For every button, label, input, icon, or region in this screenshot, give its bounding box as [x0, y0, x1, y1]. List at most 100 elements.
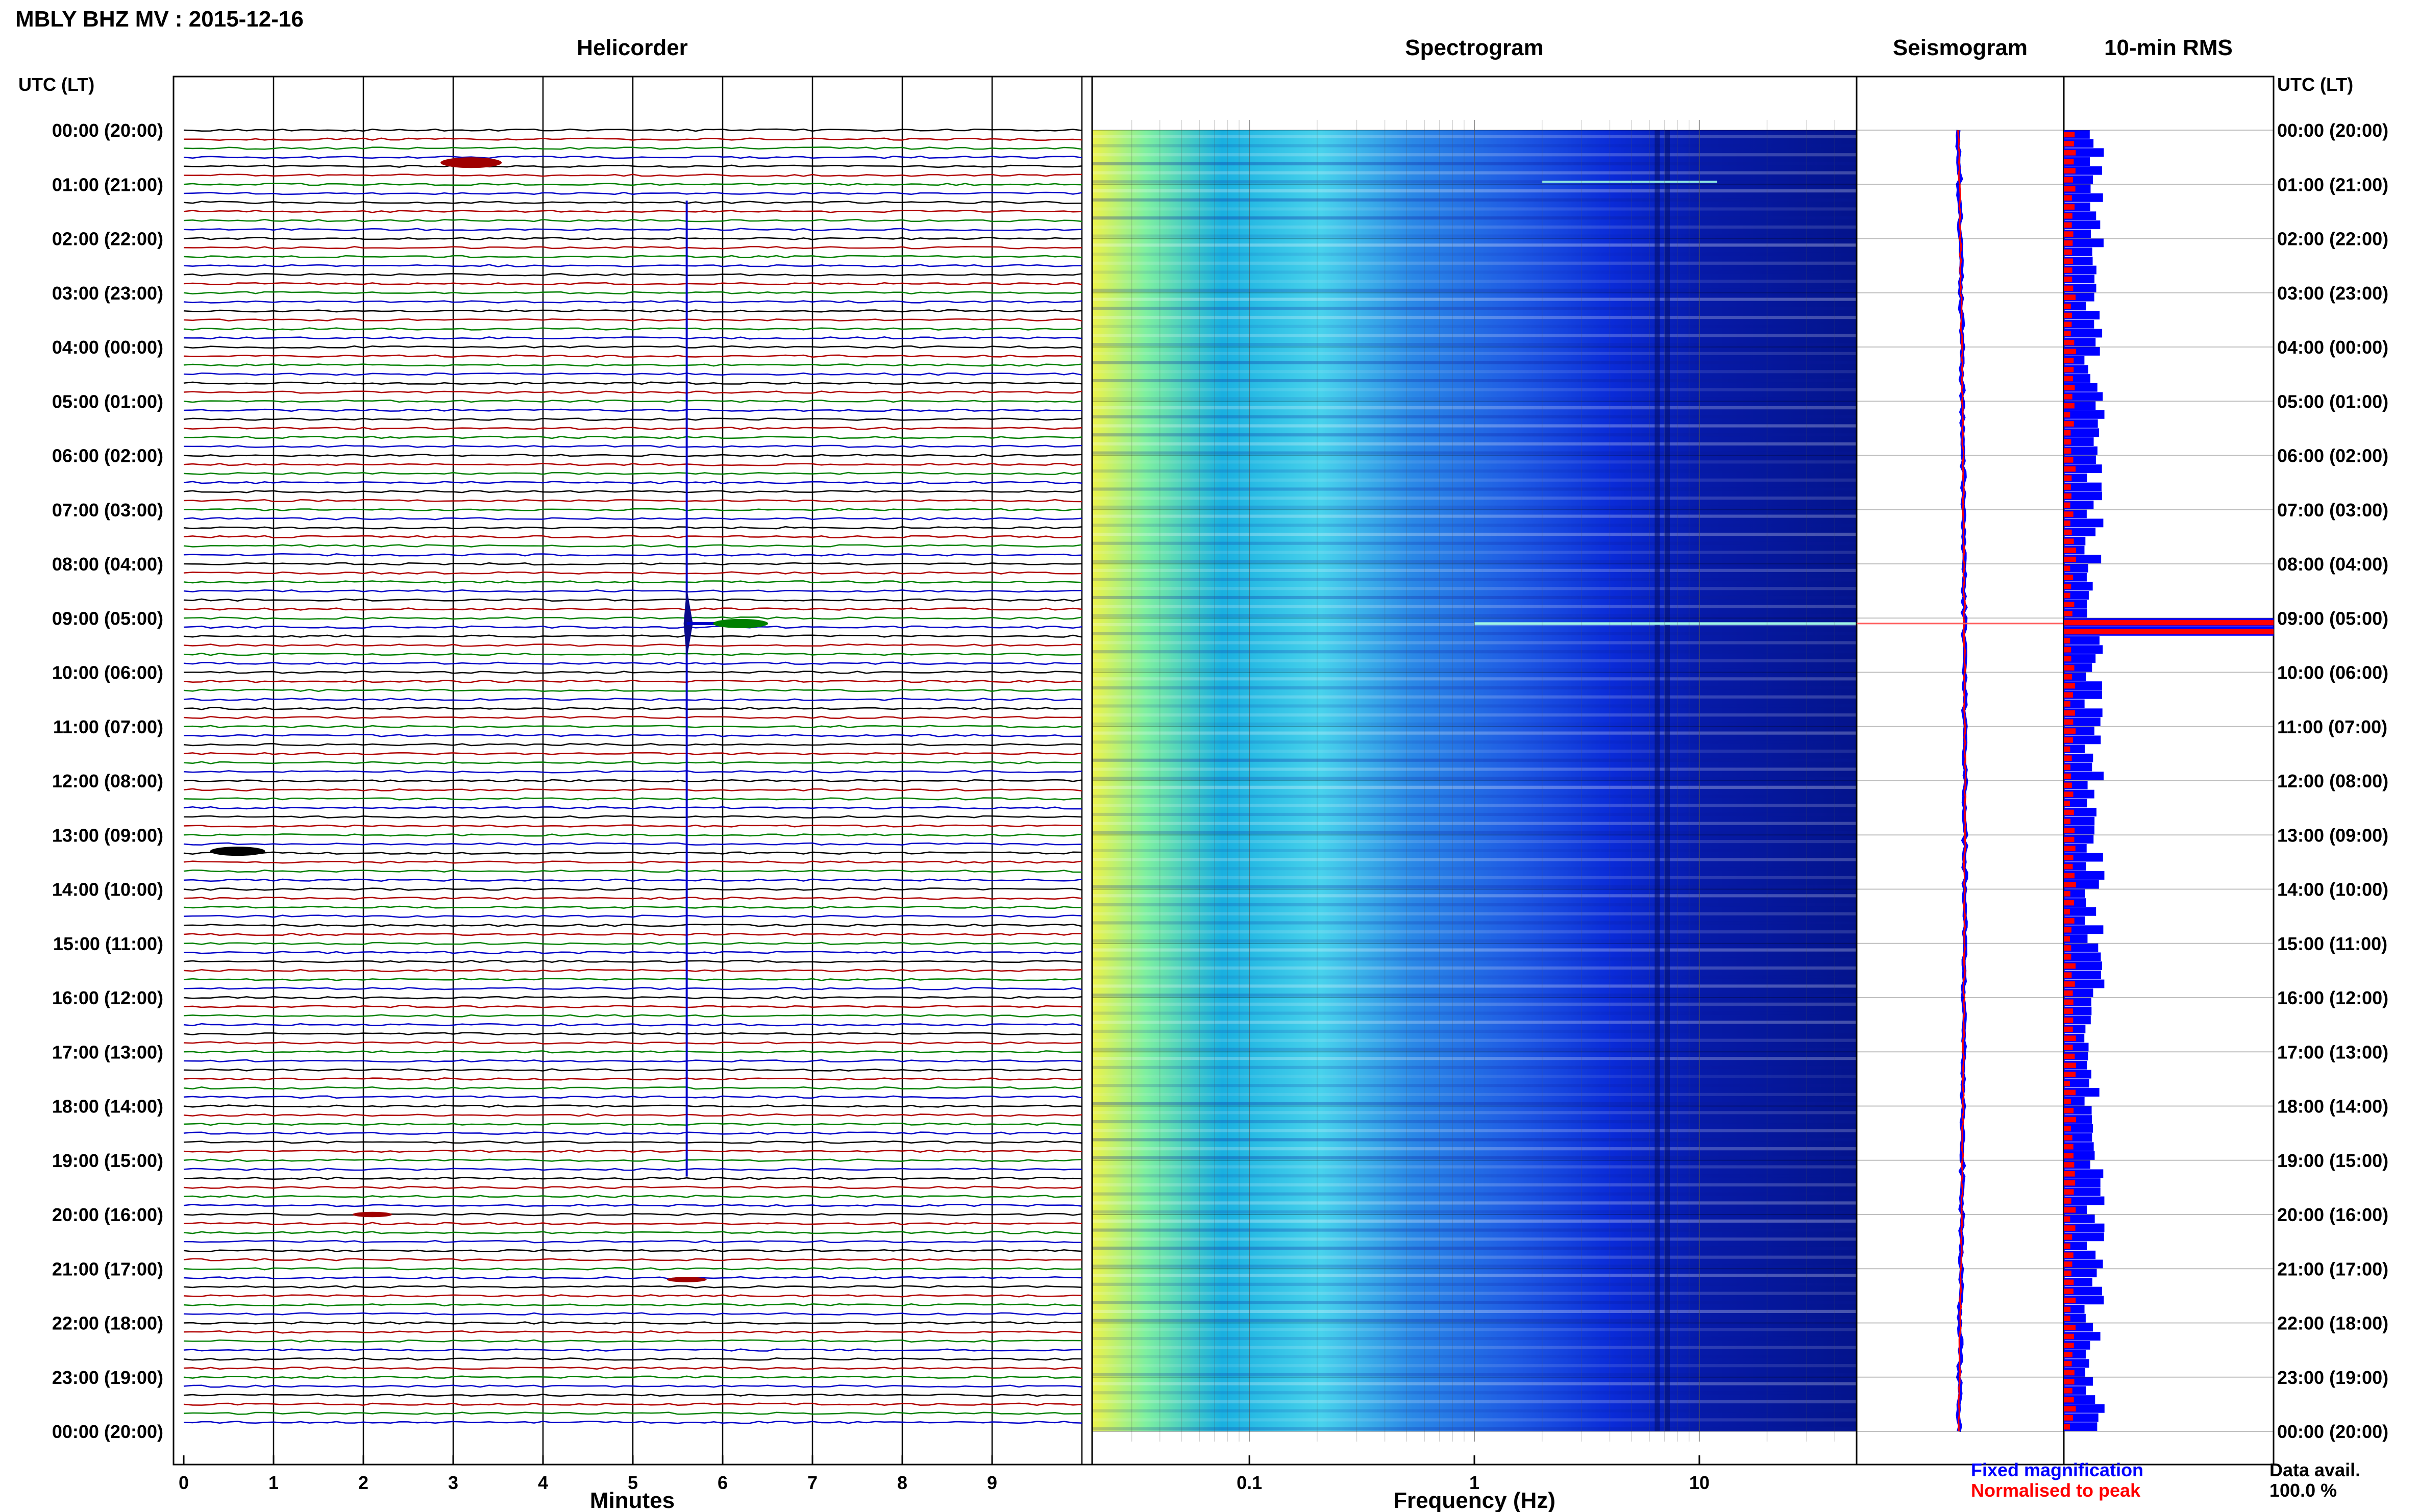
- helicorder-trace: [183, 1168, 1082, 1171]
- rms-bar-normalised: [2064, 258, 2073, 264]
- rms-bar-normalised: [2064, 1017, 2074, 1023]
- time-label-right: 14:00 (10:00): [2277, 879, 2388, 900]
- helicorder-trace: [183, 255, 1082, 259]
- time-label-right: 09:00 (05:00): [2277, 608, 2388, 629]
- helicorder-trace: [183, 517, 1082, 520]
- helicorder-trace: [183, 607, 1082, 611]
- panel-title-rms: 10-min RMS: [2104, 35, 2233, 60]
- rms-bar-normalised: [2064, 1198, 2071, 1204]
- rms-bar-normalised: [2064, 583, 2071, 589]
- helicorder-trace: [183, 1050, 1082, 1054]
- rms-bar-normalised: [2064, 900, 2075, 906]
- rms-bar-normalised: [2064, 1035, 2076, 1041]
- time-label-right: 00:00 (20:00): [2277, 120, 2388, 141]
- rms-bar-normalised: [2064, 611, 2072, 616]
- time-label-right: 02:00 (22:00): [2277, 229, 2388, 250]
- rms-bar-normalised: [2064, 891, 2070, 897]
- rms-bar-normalised: [2064, 1080, 2070, 1086]
- helicorder-trace: [183, 435, 1082, 439]
- frequency-tick-label: 10: [1689, 1472, 1710, 1493]
- time-label-right: 10:00 (06:00): [2277, 662, 2388, 683]
- rms-bar-normalised: [2064, 222, 2072, 228]
- helicorder-trace: [183, 1077, 1082, 1081]
- time-label-right: 20:00 (16:00): [2277, 1204, 2388, 1225]
- rms-bar-fixed: [2064, 311, 2100, 319]
- rms-bar-normalised: [2064, 972, 2072, 978]
- helicorder-trace: [183, 1158, 1082, 1162]
- rms-bar-normalised: [2064, 321, 2072, 328]
- minute-tick-label: 0: [179, 1472, 189, 1493]
- helicorder-trace: [183, 1141, 1082, 1144]
- helicorder-trace: [183, 788, 1082, 791]
- frequency-tick-label: 1: [1469, 1472, 1479, 1493]
- time-label-right: 06:00 (02:00): [2277, 445, 2388, 466]
- helicorder-trace: [183, 137, 1082, 141]
- rms-bar-normalised: [2064, 1117, 2076, 1123]
- rms-bar-normalised: [2064, 331, 2071, 336]
- rms-bar-normalised: [2064, 981, 2075, 987]
- event-burst: [352, 1211, 392, 1218]
- helicorder-trace: [183, 598, 1082, 602]
- helicorder-trace: [183, 237, 1082, 240]
- rms-bar-fixed: [2064, 970, 2102, 979]
- rms-bar-normalised: [2064, 1379, 2075, 1384]
- helicorder-trace: [183, 1005, 1082, 1008]
- rms-bar-normalised: [2064, 592, 2070, 599]
- rms-bar-normalised: [2064, 394, 2072, 400]
- helicorder-trace: [183, 363, 1082, 367]
- helicorder-trace: [183, 1032, 1082, 1036]
- helicorder-trace: [183, 146, 1082, 150]
- time-label-left: 07:00 (03:00): [52, 500, 163, 520]
- helicorder-trace: [183, 878, 1082, 882]
- helicorder-trace: [183, 652, 1082, 656]
- time-label-left: 22:00 (18:00): [52, 1313, 163, 1334]
- helicorder-trace: [183, 1041, 1082, 1045]
- time-label-right: 15:00 (11:00): [2277, 933, 2387, 954]
- time-label-right: 05:00 (01:00): [2277, 391, 2388, 412]
- rms-bar-normalised: [2064, 240, 2073, 246]
- helicorder-trace: [183, 580, 1082, 584]
- rms-bar-normalised: [2064, 213, 2072, 219]
- rms-bar-normalised: [2064, 665, 2075, 671]
- helicorder-trace: [183, 1212, 1082, 1217]
- panel-title-spectrogram: Spectrogram: [1405, 35, 1543, 60]
- helicorder-trace: [183, 969, 1082, 973]
- helicorder-trace: [183, 1375, 1082, 1379]
- rms-bar-normalised: [2064, 1089, 2076, 1096]
- rms-bar-normalised: [2064, 1062, 2076, 1069]
- helicorder-trace: [183, 1348, 1082, 1352]
- time-label-right: 18:00 (14:00): [2277, 1096, 2388, 1117]
- helicorder-trace: [183, 725, 1082, 728]
- rms-bar-normalised: [2064, 493, 2072, 499]
- rms-bar-normalised: [2064, 1144, 2074, 1150]
- helicorder-trace: [183, 228, 1082, 231]
- rms-bar-fixed: [2064, 1214, 2095, 1223]
- helicorder-trace: [183, 1014, 1082, 1018]
- rms-bar-normalised: [2064, 1370, 2075, 1376]
- frequency-tick-label: 0.1: [1237, 1472, 1262, 1493]
- helicorder-trace: [183, 698, 1082, 701]
- helicorder-trace: [183, 553, 1082, 557]
- spectrogram-xlabel: Frequency (Hz): [1393, 1488, 1556, 1512]
- seismogram-panel: [1856, 76, 2065, 1466]
- time-label-left: 00:00 (20:00): [52, 120, 163, 141]
- helicorder-trace: [184, 734, 1082, 737]
- rms-bar-fixed: [2064, 238, 2104, 247]
- rms-bar-normalised: [2064, 439, 2071, 445]
- event-burst: [713, 618, 769, 628]
- time-label-right: 07:00 (03:00): [2277, 500, 2388, 520]
- rms-bar-normalised: [2064, 863, 2073, 870]
- rms-bar-normalised: [2064, 457, 2074, 463]
- helicorder-xlabel: Minutes: [590, 1488, 675, 1512]
- rms-bar-normalised: [2064, 918, 2075, 924]
- helicorder-trace: [183, 1185, 1082, 1189]
- rms-bar-normalised: [2064, 475, 2072, 481]
- rms-bar-fixed: [2064, 654, 2096, 663]
- rms-bar-normalised: [2064, 692, 2074, 698]
- helicorder-trace: [183, 1204, 1082, 1207]
- rms-bar-normalised: [2064, 1306, 2071, 1312]
- helicorder-trace: [183, 1131, 1082, 1135]
- helicorder-trace: [183, 842, 1082, 846]
- rms-bar-normalised: [2064, 312, 2072, 318]
- time-label-right: 16:00 (12:00): [2277, 987, 2388, 1008]
